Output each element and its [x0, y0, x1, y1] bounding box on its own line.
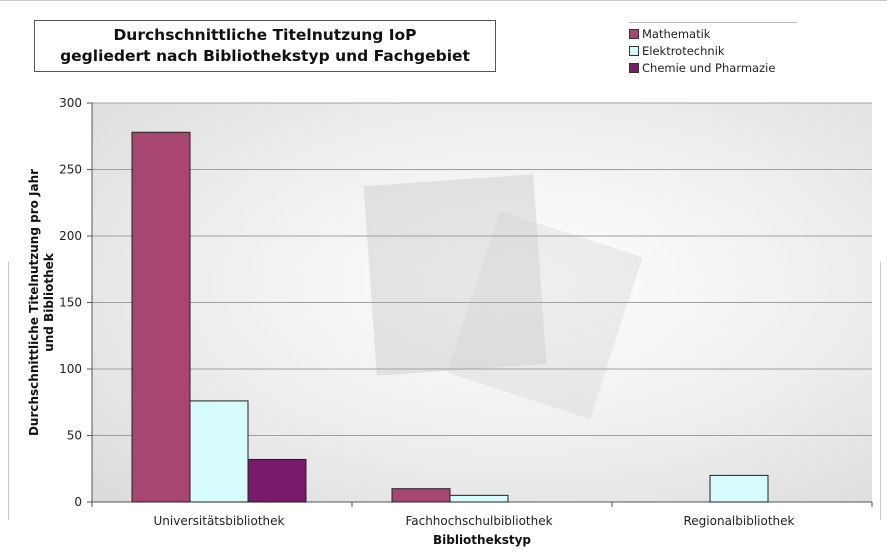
legend-swatch-mathematik — [629, 28, 639, 39]
y-tick-label: 0 — [74, 495, 82, 509]
background-magazine-shape — [447, 210, 643, 420]
bar-mathematik — [391, 488, 451, 503]
chart-title-box: Durchschnittliche Titelnutzung IoP gegli… — [34, 20, 496, 72]
legend-label-chemie: Chemie und Pharmazie — [642, 60, 776, 75]
background-magazine-shape — [363, 174, 547, 376]
frame-left-line — [8, 262, 9, 520]
frame-right-line — [880, 262, 881, 520]
y-tick-label: 300 — [59, 96, 82, 110]
x-tick-label: Regionalbibliothek — [684, 514, 795, 528]
y-tick-label: 200 — [59, 229, 82, 243]
legend-item-elektrotechnik: Elektrotechnik — [629, 42, 797, 59]
y-tick-label: 250 — [59, 163, 82, 177]
y-tick-label: 150 — [59, 296, 82, 310]
legend-label-elektrotechnik: Elektrotechnik — [642, 43, 725, 58]
chart-title-line-2: gegliedert nach Bibliothekstyp und Fachg… — [60, 47, 470, 65]
x-tick-label: Fachhochschulbibliothek — [405, 514, 552, 528]
chart-legend: Mathematik Elektrotechnik Chemie und Pha… — [629, 22, 797, 76]
bar-elektrotechnik — [189, 400, 249, 503]
y-axis-title-line-2: und Bibliothek — [42, 252, 56, 352]
y-axis-title-line-1: Durchschnittliche Titelnutzung pro Jahr — [27, 169, 41, 436]
bar-mathematik — [131, 131, 191, 503]
legend-swatch-elektrotechnik — [629, 45, 639, 56]
chart-title-line-1: Durchschnittliche Titelnutzung IoP — [113, 26, 417, 44]
frame-top-line — [0, 0, 887, 1]
bar-elektrotechnik — [449, 494, 509, 503]
bar-elektrotechnik — [709, 474, 769, 503]
legend-label-mathematik: Mathematik — [642, 26, 711, 41]
y-tick-label: 50 — [67, 429, 82, 443]
y-tick-label: 100 — [59, 362, 82, 376]
plot-background — [92, 103, 872, 502]
x-axis-title: Bibliothekstyp — [433, 533, 531, 547]
legend-item-mathematik: Mathematik — [629, 25, 797, 42]
legend-item-chemie: Chemie und Pharmazie — [629, 59, 797, 76]
bar-chemie-und-pharmazie — [247, 458, 307, 503]
legend-swatch-chemie — [629, 62, 639, 73]
x-tick-label: Universitätsbibliothek — [154, 514, 285, 528]
